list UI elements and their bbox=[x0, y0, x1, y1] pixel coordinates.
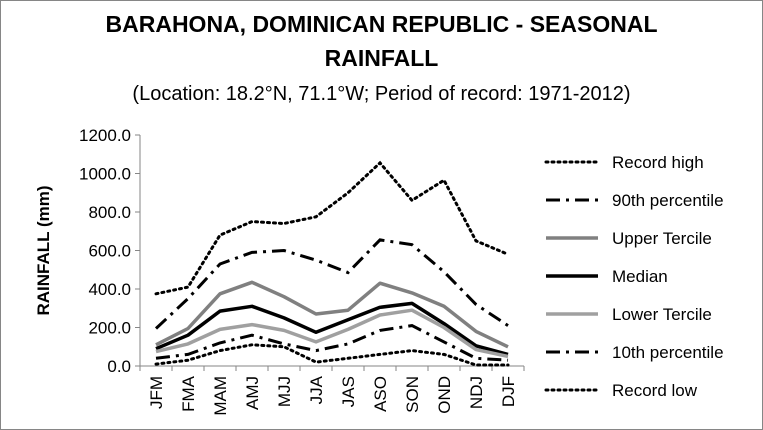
x-tick-label: JJA bbox=[307, 375, 326, 404]
chart-title-line-2: RAINFALL bbox=[324, 45, 439, 71]
legend-label: 90th percentile bbox=[612, 191, 724, 210]
x-tick-label: AMJ bbox=[243, 376, 262, 410]
x-tick-label: NDJ bbox=[467, 376, 486, 409]
y-tick-label: 200.0 bbox=[88, 319, 131, 338]
x-tick-label: FMA bbox=[179, 375, 198, 412]
chart-subtitle: (Location: 18.2°N, 71.1°W; Period of rec… bbox=[132, 83, 631, 105]
y-axis-label: RAINFALL (mm) bbox=[34, 185, 53, 315]
y-tick-label: 800.0 bbox=[88, 203, 131, 222]
y-tick-label: 600.0 bbox=[88, 242, 131, 261]
series-line-record-low bbox=[154, 343, 510, 367]
series-line-90th-percentile bbox=[154, 238, 509, 330]
y-tick-label: 0.0 bbox=[107, 357, 131, 376]
series-line-10th-percentile bbox=[155, 324, 509, 362]
y-tick-label: 400.0 bbox=[88, 280, 131, 299]
x-tick-label: OND bbox=[435, 376, 454, 414]
x-tick-label: MJJ bbox=[275, 376, 294, 407]
x-tick-label: ASO bbox=[371, 376, 390, 412]
y-tick-label: 1200.0 bbox=[79, 126, 131, 145]
legend-label: Record low bbox=[612, 381, 698, 400]
series-line-median bbox=[155, 301, 509, 357]
legend-label: Record high bbox=[612, 153, 704, 172]
legend-label: Lower Tercile bbox=[612, 305, 712, 324]
series-line-record-high bbox=[154, 160, 510, 296]
x-tick-label: MAM bbox=[211, 376, 230, 416]
x-tick-label: JFM bbox=[147, 376, 166, 409]
y-tick-label: 1000.0 bbox=[79, 165, 131, 184]
series-line-lower-tercile bbox=[155, 308, 509, 359]
x-tick-label: DJF bbox=[499, 376, 518, 407]
x-tick-label: SON bbox=[403, 376, 422, 413]
legend-label: Median bbox=[612, 267, 668, 286]
chart-title-line-1: BARAHONA, DOMINICAN REPUBLIC - SEASONAL bbox=[105, 11, 658, 37]
series-line-upper-tercile bbox=[155, 280, 509, 349]
x-tick-label: JAS bbox=[339, 376, 358, 407]
legend-label: 10th percentile bbox=[612, 343, 724, 362]
legend-label: Upper Tercile bbox=[612, 229, 712, 248]
